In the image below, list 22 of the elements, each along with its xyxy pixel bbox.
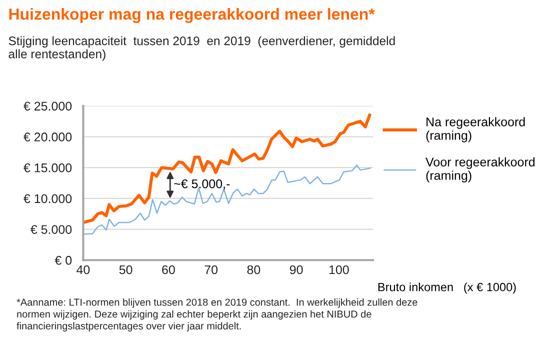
y-tick-label: € 20.000 — [24, 132, 72, 142]
legend-label: Na regeerakkoord (raming) — [426, 117, 525, 142]
chart-subtitle: Stijging leencapaciteit tussen 2019 en 2019 (eenverdiener, gemiddeld alle rentestanden) — [8, 36, 395, 61]
chart-title: Huizenkoper mag na regeerakkoord meer lenen* — [9, 8, 375, 24]
legend-label: Voor regeerakkoord (raming) — [426, 157, 535, 182]
y-tick-label: € 10.000 — [24, 194, 72, 204]
text: *Aanname: LTI-normen blijven tussen 2018 en 2019 constant. In werkelijkheid zullen deze normen wijzigen. Deze wijziging zal echter beperkt zijn aangezien het NIBUD de financieringslastpercentages over vier jaar middelt. — [16, 298, 418, 332]
x-tick-label: 90 — [290, 265, 303, 274]
y-tick-label: € 0 — [54, 256, 72, 265]
y-tick-label: € 5.000 — [30, 225, 72, 234]
line-series — [83, 114, 372, 224]
x-tick-label: 100 — [329, 265, 349, 274]
x-tick-label: 80 — [247, 265, 260, 274]
x-tick-label: 50 — [119, 265, 132, 274]
x-tick-label: 40 — [76, 265, 90, 274]
x-tick-label: 70 — [204, 265, 218, 274]
x-axis-title: Bruto inkomen (x € 1000) — [378, 282, 516, 294]
y-tick-label: € 15.000 — [24, 163, 72, 172]
y-tick-label: € 25.000 — [24, 102, 72, 111]
annotation: ~€ 5.000,- — [174, 179, 230, 190]
line-series — [83, 164, 371, 235]
x-tick-label: 60 — [162, 265, 175, 274]
